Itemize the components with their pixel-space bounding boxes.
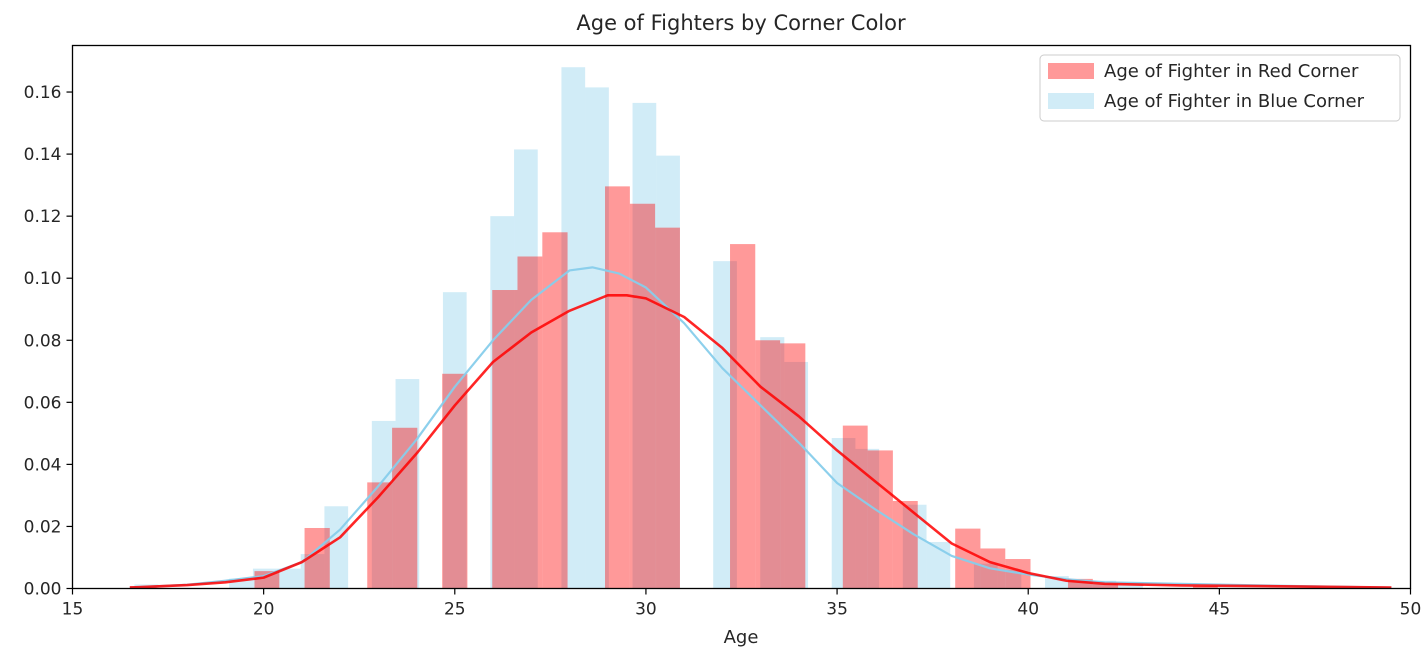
histogram-bar-red xyxy=(1192,586,1218,589)
x-tick-label: 35 xyxy=(826,600,848,620)
histogram-bar-blue xyxy=(277,568,301,589)
plot-frame xyxy=(71,44,1412,590)
histogram-bar-red xyxy=(1067,578,1093,589)
y-tick-label: 0.08 xyxy=(24,331,62,351)
legend-box xyxy=(1039,54,1401,122)
histogram-bar-red xyxy=(542,232,568,589)
histogram-bar-blue xyxy=(561,67,586,589)
histogram-bar-blue xyxy=(514,149,538,589)
kde-line-red xyxy=(129,293,1392,589)
histogram-bar-red xyxy=(730,244,756,589)
histogram-bar-red xyxy=(605,186,630,589)
histogram-bar-red xyxy=(655,227,680,589)
histogram-bar-blue xyxy=(585,87,609,589)
legend: Age of Fighter in Red Corner Age of Figh… xyxy=(1039,54,1401,122)
histogram-bars xyxy=(129,67,1369,589)
histogram-bar-blue xyxy=(395,379,420,589)
histogram-bar-blue xyxy=(656,155,680,589)
x-axis-ticks: 15 20 25 30 35 40 45 50 xyxy=(62,588,1422,620)
chart-title: Age of Fighters by Corner Color xyxy=(576,11,906,35)
legend-label-red: Age of Fighter in Red Corner xyxy=(1104,61,1359,82)
histogram-bar-blue xyxy=(902,504,927,589)
kde-curves xyxy=(129,266,1392,589)
y-tick-label: 0.14 xyxy=(24,145,62,165)
legend-swatch-red xyxy=(1048,63,1094,79)
histogram-bar-blue xyxy=(229,578,253,589)
histogram-bar-red xyxy=(492,290,518,589)
histogram-bar-red xyxy=(392,427,418,589)
histogram-bar-blue xyxy=(973,563,998,589)
histogram-bar-blue xyxy=(442,292,467,589)
x-tick-label: 15 xyxy=(62,600,84,620)
histogram-bar-blue xyxy=(371,420,396,589)
y-tick-label: 0.02 xyxy=(24,517,62,537)
histogram-bar-red xyxy=(517,256,543,589)
x-tick-label: 25 xyxy=(444,600,466,620)
histogram-bar-blue xyxy=(997,569,1022,589)
histogram-bar-blue xyxy=(300,554,325,589)
histogram-bar-blue xyxy=(926,541,951,589)
histogram-bar-red xyxy=(1092,583,1119,589)
histogram-bar-red xyxy=(867,450,893,589)
histogram-bar-blue xyxy=(760,337,785,589)
legend-swatch-blue xyxy=(1048,93,1094,109)
histogram-bar-blue xyxy=(1116,584,1143,589)
histogram-bar-blue xyxy=(713,261,737,589)
y-tick-label: 0.04 xyxy=(24,455,62,475)
y-tick-label: 0.10 xyxy=(24,269,62,289)
x-tick-label: 20 xyxy=(253,600,275,620)
histogram-bar-blue xyxy=(1068,580,1093,589)
y-tick-label: 0.16 xyxy=(24,83,62,103)
histogram-bar-blue xyxy=(632,102,657,589)
x-tick-label: 30 xyxy=(635,600,657,620)
y-axis-ticks: 0.00 0.02 0.04 0.06 0.08 0.10 0.12 0.14 0.16 xyxy=(24,83,73,600)
histogram-bar-blue xyxy=(490,216,515,589)
histogram-bar-red xyxy=(367,482,393,589)
y-tick-label: 0.12 xyxy=(24,207,62,227)
x-axis-label: Age xyxy=(724,627,759,648)
histogram-bar-red xyxy=(629,203,656,589)
legend-label-blue: Age of Fighter in Blue Corner xyxy=(1104,91,1365,112)
x-tick-label: 45 xyxy=(1209,600,1231,620)
histogram-bar-red xyxy=(442,373,468,589)
y-tick-label: 0.00 xyxy=(24,580,62,600)
histogram-bar-red xyxy=(842,425,868,589)
histogram-bar-red xyxy=(780,343,806,589)
histogram-bar-blue xyxy=(831,438,856,589)
histogram-bar-red xyxy=(892,501,918,589)
histogram-bar-blue xyxy=(855,448,880,589)
y-tick-label: 0.06 xyxy=(24,393,62,413)
x-tick-label: 50 xyxy=(1400,600,1422,620)
x-tick-label: 40 xyxy=(1017,600,1039,620)
histogram-bar-red xyxy=(755,340,781,589)
